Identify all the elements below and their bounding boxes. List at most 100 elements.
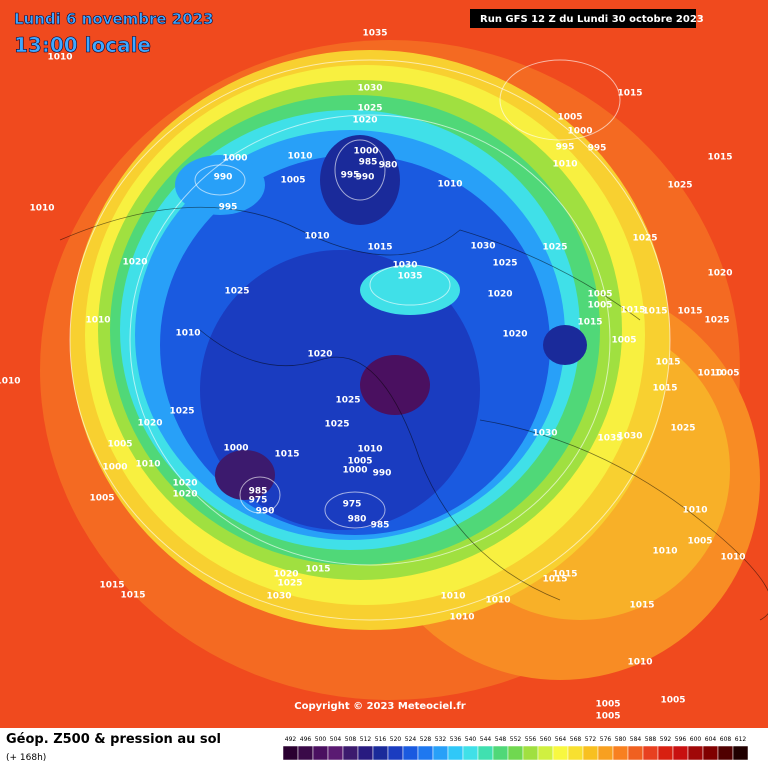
isobar-label: 995: [341, 171, 360, 181]
legend-swatch: [402, 745, 419, 761]
isobar-label: 1025: [277, 579, 302, 589]
legend-label: 608: [720, 736, 732, 743]
isobar-label: 1010: [357, 445, 382, 455]
legend-swatch: [642, 745, 659, 761]
legend-label: 568: [570, 736, 582, 743]
isobar-label: 1015: [552, 570, 577, 580]
isobar-label: 995: [219, 203, 238, 213]
isobar-label: 1010: [720, 553, 745, 563]
isobar-label: 1020: [172, 479, 197, 489]
isobar-label: 1010: [135, 460, 160, 470]
legend-swatch: [537, 745, 554, 761]
isobar-label: 1015: [677, 307, 702, 317]
legend-swatch: [507, 745, 524, 761]
isobar-label: 1015: [274, 450, 299, 460]
isobar-label: 1020: [307, 350, 332, 360]
isobar-label: 1020: [172, 490, 197, 500]
isobar-label: 1020: [122, 258, 147, 268]
isobar-label: 975: [249, 496, 268, 506]
isobar-label: 1025: [667, 181, 692, 191]
isobar-label: 980: [348, 515, 367, 525]
legend-swatch: [597, 745, 614, 761]
isobar-label: 1025: [670, 424, 695, 434]
isobar-label: 1030: [392, 261, 417, 271]
legend-swatch: [717, 745, 734, 761]
isobar-label: 990: [214, 173, 233, 183]
legend-label: 536: [450, 736, 462, 743]
legend-label: 520: [390, 736, 402, 743]
legend-swatch: [447, 745, 464, 761]
isobar-label: 995: [588, 144, 607, 154]
field-layer: [360, 355, 430, 415]
legend-swatch: [522, 745, 539, 761]
legend-label: 604: [705, 736, 717, 743]
isobar-label: 1005: [595, 712, 620, 722]
local-time: 13:00 locale: [14, 33, 151, 57]
legend-label: 592: [660, 736, 672, 743]
isobar-label: 1010: [29, 204, 54, 214]
legend-swatch: [372, 745, 389, 761]
isobar-label: 1020: [487, 290, 512, 300]
isobar-label: 1030: [617, 432, 642, 442]
isobar-label: 1015: [542, 575, 567, 585]
isobar-label: 985: [371, 521, 390, 531]
isobar-label: 1010: [0, 377, 21, 387]
isobar-label: 1005: [687, 537, 712, 547]
legend-label: 564: [555, 736, 567, 743]
legend-swatch: [342, 745, 359, 761]
run-info: Run GFS 12 Z du Lundi 30 octobre 2023: [480, 14, 704, 25]
isobar-label: 1010: [304, 232, 329, 242]
isobar-label: 1025: [169, 407, 194, 417]
isobar-label: 1010: [85, 316, 110, 326]
isobar-label: 1010: [682, 506, 707, 516]
field-layer: [200, 250, 480, 530]
isobar-label: 1030: [266, 592, 291, 602]
legend: 492 496 500 504 508 512 516 520 524 528 532 536 540 5…: [282, 736, 749, 761]
isobar-label: 1010: [287, 152, 312, 162]
isobar-label: 1005: [587, 301, 612, 311]
footer-title: Géop. Z500 & pression au sol: [6, 732, 221, 747]
isobar-label: 1000: [567, 127, 592, 137]
legend-swatch: [657, 745, 674, 761]
footer-lead: (+ 168h): [6, 753, 46, 763]
isobar-label: 1020: [137, 419, 162, 429]
run-box: [470, 9, 696, 28]
isobar-label: 985: [359, 158, 378, 168]
isobar-label: 995: [556, 143, 575, 153]
isobar-label: 1020: [502, 330, 527, 340]
field-layer: [215, 450, 275, 500]
legend-label: 528: [420, 736, 432, 743]
isobar-label: 1010: [697, 369, 722, 379]
isobar-label: 1015: [617, 89, 642, 99]
isobar-label: 1015: [652, 384, 677, 394]
legend-label: 588: [645, 736, 657, 743]
isobar-label: 1025: [324, 420, 349, 430]
legend-label: 524: [405, 736, 417, 743]
date: Lundi 6 novembre 2023: [14, 10, 214, 28]
isobar-label: 1025: [492, 259, 517, 269]
isobar-label: 1015: [629, 601, 654, 611]
legend-swatch: [732, 745, 749, 761]
legend-swatch: [567, 745, 584, 761]
legend-swatch: [687, 745, 704, 761]
isobar-label: 1030: [470, 242, 495, 252]
isobar-label: 1020: [273, 570, 298, 580]
isobar-label: 1005: [611, 336, 636, 346]
field-layer: [360, 265, 460, 315]
isobar-label: 1035: [362, 29, 387, 39]
isobar-label: 975: [343, 500, 362, 510]
legend-label: 584: [630, 736, 642, 743]
isobar-label: 1015: [99, 581, 124, 591]
legend-swatch: [702, 745, 719, 761]
isobar-label: 1020: [707, 269, 732, 279]
legend-swatch: [327, 745, 344, 761]
isobar-label: 1010: [652, 547, 677, 557]
isobar-label: 1030: [532, 429, 557, 439]
legend-swatch: [612, 745, 629, 761]
copyright: Copyright © 2023 Meteociel.fr: [294, 701, 465, 712]
legend-label: 576: [600, 736, 612, 743]
isobar-label: 1015: [120, 591, 145, 601]
isobar-label: 1015: [367, 243, 392, 253]
